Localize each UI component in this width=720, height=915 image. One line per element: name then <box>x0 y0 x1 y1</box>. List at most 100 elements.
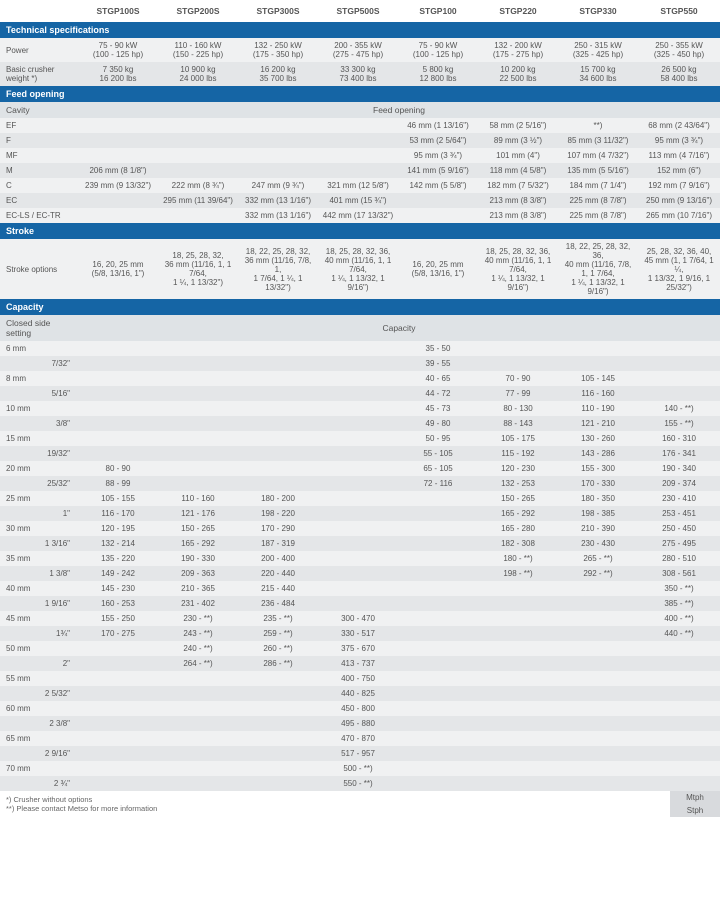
model-col: STGP100S <box>78 0 158 22</box>
row-label: 20 mm <box>0 461 78 476</box>
row-label: Basic crusherweight *) <box>0 62 78 86</box>
data-cell <box>78 208 158 223</box>
data-cell: 150 - 265 <box>478 491 558 506</box>
data-cell <box>318 133 398 148</box>
data-cell <box>478 611 558 626</box>
data-cell: 80 - 130 <box>478 401 558 416</box>
data-cell <box>238 746 318 761</box>
data-cell <box>398 506 478 521</box>
data-cell <box>238 416 318 431</box>
data-cell: 350 - **) <box>638 581 720 596</box>
data-cell <box>558 671 638 686</box>
data-cell <box>238 356 318 371</box>
data-cell: 247 mm (9 ¾") <box>238 178 318 193</box>
section-header: Stroke <box>0 223 720 239</box>
data-cell: 101 mm (4") <box>478 148 558 163</box>
data-cell <box>158 386 238 401</box>
data-cell: 132 - 214 <box>78 536 158 551</box>
data-cell: 190 - 330 <box>158 551 238 566</box>
model-col: STGP300S <box>238 0 318 22</box>
data-cell: 198 - 385 <box>558 506 638 521</box>
data-cell: 165 - 292 <box>158 536 238 551</box>
data-cell <box>638 386 720 401</box>
data-cell <box>398 716 478 731</box>
data-cell <box>638 716 720 731</box>
data-cell <box>398 731 478 746</box>
data-cell <box>558 701 638 716</box>
model-col: STGP220 <box>478 0 558 22</box>
data-cell: **) <box>558 118 638 133</box>
row-label: 50 mm <box>0 641 78 656</box>
data-cell <box>638 356 720 371</box>
data-cell: 121 - 210 <box>558 416 638 431</box>
data-cell: 121 - 176 <box>158 506 238 521</box>
data-cell <box>78 431 158 446</box>
data-cell: 70 - 90 <box>478 371 558 386</box>
data-cell: 33 300 kg73 400 lbs <box>318 62 398 86</box>
data-cell: 68 mm (2 43/64") <box>638 118 720 133</box>
data-cell: 442 mm (17 13/32") <box>318 208 398 223</box>
data-cell: 75 - 90 kW(100 - 125 hp) <box>78 38 158 62</box>
data-cell <box>238 148 318 163</box>
data-cell <box>398 776 478 791</box>
row-label: 5/16" <box>0 386 78 401</box>
data-cell <box>638 701 720 716</box>
data-cell <box>78 193 158 208</box>
data-cell: 225 mm (8 7/8") <box>558 193 638 208</box>
data-cell: 16 200 kg35 700 lbs <box>238 62 318 86</box>
row-label: 2" <box>0 656 78 671</box>
section-header: Capacity <box>0 299 720 315</box>
data-cell: 250 - 450 <box>638 521 720 536</box>
data-cell: 413 - 737 <box>318 656 398 671</box>
data-cell: 10 200 kg22 500 lbs <box>478 62 558 86</box>
data-cell: 75 - 90 kW(100 - 125 hp) <box>398 38 478 62</box>
data-cell: 253 - 451 <box>638 506 720 521</box>
data-cell <box>638 641 720 656</box>
data-cell: 130 - 260 <box>558 431 638 446</box>
data-cell <box>78 446 158 461</box>
data-cell: 120 - 195 <box>78 521 158 536</box>
row-label: 70 mm <box>0 761 78 776</box>
data-cell <box>478 746 558 761</box>
data-cell <box>558 356 638 371</box>
data-cell: 192 mm (7 9/16") <box>638 178 720 193</box>
data-cell: 132 - 250 kW(175 - 350 hp) <box>238 38 318 62</box>
data-cell <box>158 431 238 446</box>
row-label: 7/32" <box>0 356 78 371</box>
data-cell <box>398 671 478 686</box>
data-cell: 110 - 160 kW(150 - 225 hp) <box>158 38 238 62</box>
data-cell <box>158 461 238 476</box>
row-label: F <box>0 133 78 148</box>
data-cell <box>238 461 318 476</box>
data-cell: 517 - 957 <box>318 746 398 761</box>
data-cell: 400 - **) <box>638 611 720 626</box>
data-cell <box>638 341 720 356</box>
data-cell <box>318 431 398 446</box>
data-cell <box>238 476 318 491</box>
data-cell <box>158 208 238 223</box>
row-label: 3/8" <box>0 416 78 431</box>
data-cell <box>638 371 720 386</box>
data-cell <box>158 731 238 746</box>
data-cell: 16, 20, 25 mm(5/8, 13/16, 1") <box>78 239 158 299</box>
data-cell <box>158 701 238 716</box>
section-header: Technical specifications <box>0 22 720 38</box>
data-cell: 321 mm (12 5/8") <box>318 178 398 193</box>
data-cell <box>558 341 638 356</box>
data-cell: 440 - 825 <box>318 686 398 701</box>
data-cell: 165 - 280 <box>478 521 558 536</box>
data-cell <box>238 761 318 776</box>
data-cell: 118 mm (4 5/8") <box>478 163 558 178</box>
data-cell: 170 - 275 <box>78 626 158 641</box>
row-label: 45 mm <box>0 611 78 626</box>
data-cell: 155 - 300 <box>558 461 638 476</box>
data-cell: 35 - 50 <box>398 341 478 356</box>
row-label: 15 mm <box>0 431 78 446</box>
data-cell: 149 - 242 <box>78 566 158 581</box>
table-body: Technical specificationsPower75 - 90 kW(… <box>0 22 720 817</box>
data-cell: 85 mm (3 11/32") <box>558 133 638 148</box>
data-cell: 50 - 95 <box>398 431 478 446</box>
data-cell <box>398 611 478 626</box>
data-cell <box>238 686 318 701</box>
data-cell <box>318 596 398 611</box>
